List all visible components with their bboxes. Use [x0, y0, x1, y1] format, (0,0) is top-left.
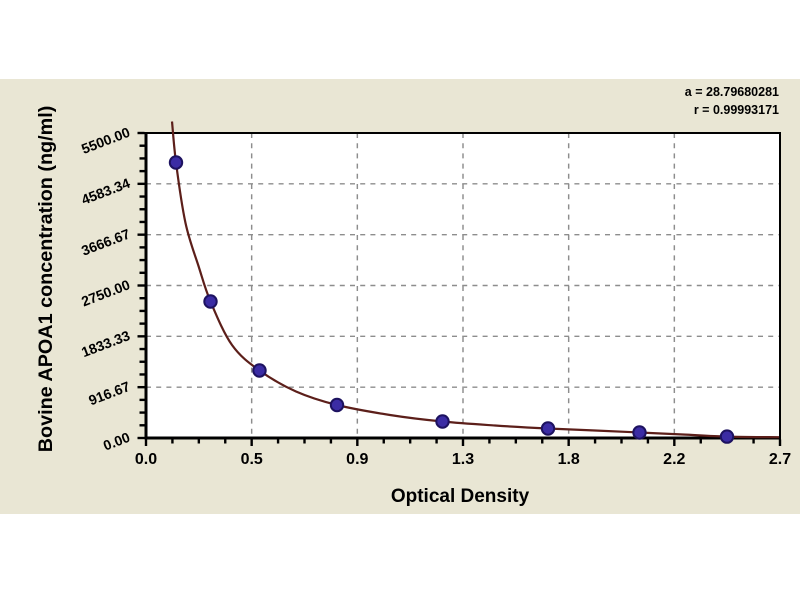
svg-text:a = 28.79680281: a = 28.79680281 [685, 85, 779, 99]
svg-text:0.5: 0.5 [241, 451, 263, 468]
svg-text:Bovine APOA1 concentration (ng: Bovine APOA1 concentration (ng/ml) [35, 106, 57, 453]
svg-text:Optical Density: Optical Density [391, 486, 530, 507]
svg-text:2.2: 2.2 [663, 451, 685, 468]
svg-text:0.9: 0.9 [346, 451, 368, 468]
svg-text:2.7: 2.7 [769, 451, 791, 468]
svg-text:1.8: 1.8 [558, 451, 580, 468]
svg-text:r = 0.99993171: r = 0.99993171 [694, 103, 779, 117]
svg-text:0.0: 0.0 [135, 451, 157, 468]
svg-text:1.3: 1.3 [452, 451, 474, 468]
